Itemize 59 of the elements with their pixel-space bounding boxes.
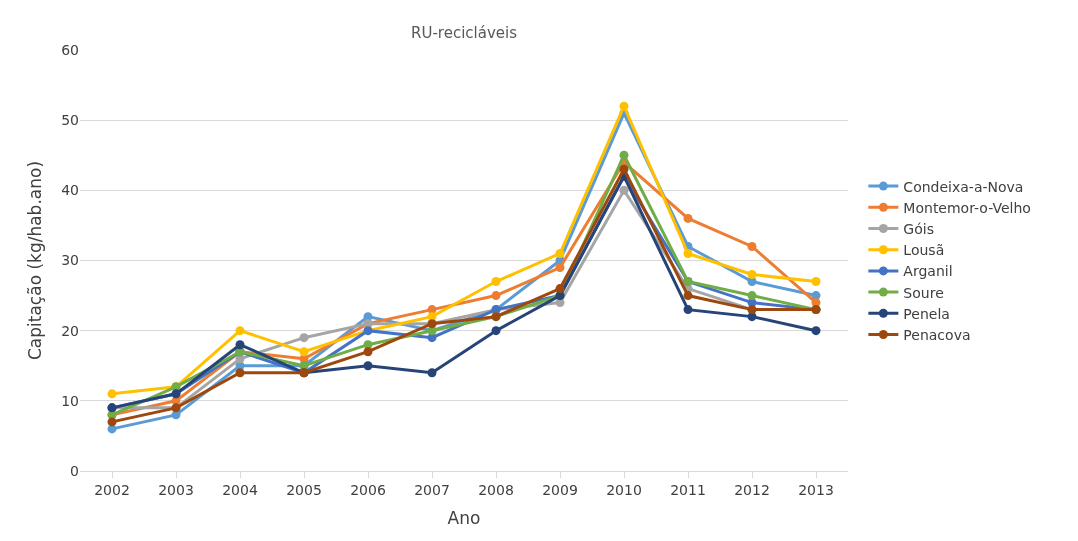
x-tick-label: 2011 — [670, 481, 706, 498]
point — [555, 284, 565, 294]
x-tick-label: 2013 — [798, 481, 834, 498]
point — [747, 241, 757, 251]
point — [235, 340, 245, 350]
y-tick-label: 60 — [61, 41, 79, 58]
point — [747, 270, 757, 280]
point — [491, 277, 501, 287]
point — [619, 150, 629, 160]
y-tick-label: 50 — [61, 112, 79, 129]
x-tick-label: 2004 — [222, 481, 258, 498]
y-tick-label: 30 — [61, 252, 79, 269]
y-tick-label: 0 — [70, 462, 79, 479]
point — [107, 417, 117, 427]
point — [683, 291, 693, 301]
legend-label: Lousã — [903, 242, 945, 259]
point — [491, 326, 501, 336]
point — [683, 305, 693, 315]
point — [747, 291, 757, 301]
legend-label: Condeixa-a-Nova — [903, 178, 1024, 195]
point — [811, 277, 821, 287]
point — [299, 333, 309, 343]
point — [299, 347, 309, 357]
x-tick-label: 2005 — [286, 481, 322, 498]
x-tick-label: 2012 — [734, 481, 770, 498]
point — [107, 389, 117, 399]
point — [555, 248, 565, 258]
point — [235, 368, 245, 378]
point — [683, 213, 693, 223]
y-axis-title: Capitação (kg/hab.ano) — [24, 160, 45, 361]
point — [491, 291, 501, 301]
x-tick-label: 2002 — [94, 481, 130, 498]
point — [363, 361, 373, 371]
x-tick-label: 2006 — [350, 481, 386, 498]
legend-label: Montemor-o-Velho — [903, 199, 1031, 216]
point — [363, 347, 373, 357]
y-tick-label: 20 — [61, 322, 79, 339]
x-tick-label: 2007 — [414, 481, 450, 498]
point — [619, 101, 629, 111]
legend-label: Penela — [903, 305, 950, 322]
x-tick-label: 2009 — [542, 481, 578, 498]
point — [427, 368, 437, 378]
point — [235, 326, 245, 336]
legend-label: Arganil — [903, 263, 953, 280]
point — [555, 263, 565, 273]
point — [811, 326, 821, 336]
point — [619, 185, 629, 195]
chart-title: RU-recicláveis — [411, 23, 518, 42]
legend-label: Góis — [903, 220, 934, 237]
point — [619, 164, 629, 174]
x-axis-title: Ano — [447, 508, 481, 529]
legend-label: Penacova — [903, 326, 971, 343]
x-tick-label: 2008 — [478, 481, 514, 498]
x-tick-label: 2003 — [158, 481, 194, 498]
y-tick-label: 10 — [61, 392, 79, 409]
legend-label: Soure — [903, 284, 944, 301]
x-tick-label: 2010 — [606, 481, 642, 498]
point — [683, 248, 693, 258]
y-tick-label: 40 — [61, 182, 79, 199]
